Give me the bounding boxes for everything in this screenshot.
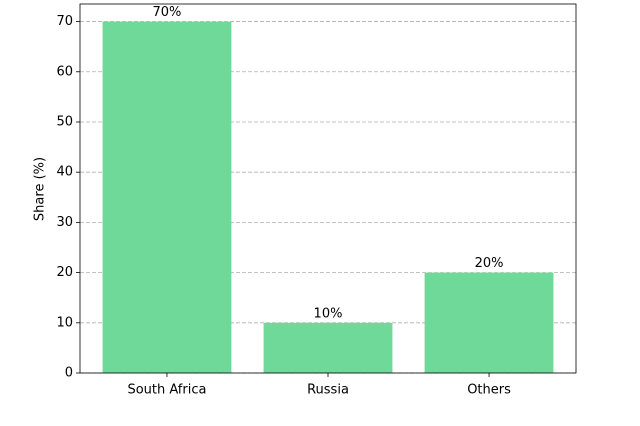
y-tick-label: 40 — [56, 165, 73, 180]
y-tick-label: 50 — [56, 114, 73, 129]
y-tick-label: 0 — [65, 366, 73, 381]
y-tick-label: 30 — [56, 215, 73, 230]
x-tick-label: Others — [467, 383, 511, 398]
value-label: 20% — [475, 256, 504, 271]
bar — [424, 272, 554, 373]
y-tick-label: 20 — [56, 265, 73, 280]
bar — [102, 21, 232, 373]
x-tick-label: South Africa — [127, 383, 206, 398]
bar — [263, 322, 393, 373]
x-tick-label: Russia — [307, 383, 349, 398]
y-tick-label: 70 — [56, 14, 73, 29]
plot-frame — [79, 3, 577, 374]
y-tick-label: 60 — [56, 64, 73, 79]
y-tick-label: 10 — [56, 315, 73, 330]
y-axis-label: Share (%) — [33, 157, 48, 221]
value-label: 70% — [153, 5, 182, 20]
value-label: 10% — [314, 306, 343, 321]
